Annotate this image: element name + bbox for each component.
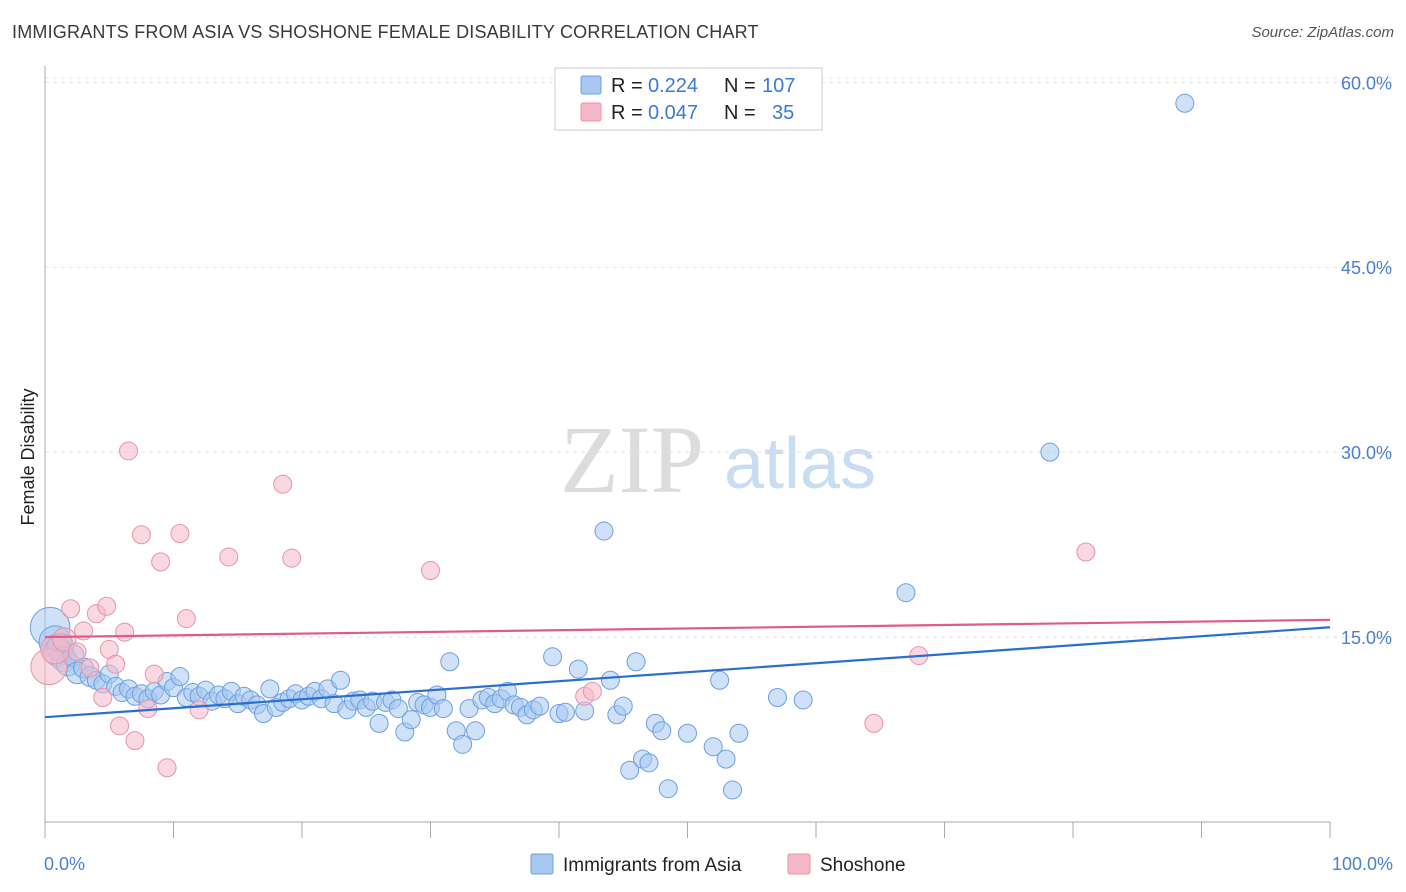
asia-point [465,721,485,741]
legend: R = 0.224 N = 107 R = 0.047 N = 35 [554,67,823,131]
shoshone-point [67,642,87,662]
chart-title: IMMIGRANTS FROM ASIA VS SHOSHONE FEMALE … [12,22,759,42]
legend-r-value-asia: 0.224 [648,75,698,97]
shoshone-point [1076,542,1096,562]
bottom-legend-label-asia: Immigrants from Asia [563,855,742,876]
asia-point [620,760,640,780]
shoshone-point [582,681,602,701]
shoshone-point [125,731,145,751]
shoshone-point [170,524,190,544]
asia-point [260,679,280,699]
bottom-legend-swatch-shoshone [787,853,811,875]
shoshone-point [144,664,164,684]
bottom-legend-label-shoshone: Shoshone [820,855,906,876]
legend-swatch-shoshone [580,102,602,122]
shoshone-point [115,622,135,642]
asia-point [331,670,351,690]
shoshone-points [30,441,1096,778]
y-tick-label: 45.0% [1341,258,1392,278]
legend-r-label-shoshone: R = [611,102,643,124]
asia-point [703,737,723,757]
asia-point [793,690,813,710]
grid-lines [45,77,1392,638]
asia-point [722,780,742,800]
source-label: Source: ZipAtlas.com [1251,24,1394,41]
legend-r-value-shoshone: 0.047 [648,102,698,124]
legend-n-value-asia: 107 [762,75,795,97]
asia-point [543,647,563,667]
asia-point [613,696,633,716]
bottom-legend: Immigrants from Asia Shoshone [530,853,906,876]
asia-point [388,699,408,719]
asia-point [369,713,389,733]
shoshone-point [219,547,239,567]
shoshone-point [421,561,440,581]
asia-point [652,721,672,741]
y-axis-label: Female Disability [18,388,38,525]
asia-point [555,702,575,722]
asia-point [1175,93,1195,113]
y-tick-label: 30.0% [1341,443,1392,463]
asia-point [678,723,697,743]
legend-n-value-shoshone: 35 [772,102,794,124]
asia-point [626,652,646,672]
x-tick-label: 0.0% [44,854,85,874]
legend-swatch-asia [580,75,602,95]
watermark-atlas: atlas [724,424,876,504]
bottom-legend-swatch-asia [530,853,554,875]
asia-point [600,670,620,690]
asia-point [568,659,588,679]
legend-r-label-asia: R = [611,75,643,97]
shoshone-point [151,552,171,572]
y-tick-label: 60.0% [1341,73,1392,93]
legend-n-label-asia: N = [724,75,756,97]
trend-lines [44,618,1331,719]
asia-point [453,734,473,754]
shoshone-point [189,700,209,720]
watermark-zip: ZIP [560,406,704,513]
shoshone-point [864,713,884,733]
asia-point [401,710,421,730]
asia-point [710,670,730,690]
shoshone-point [106,654,126,674]
asia-point [658,779,678,799]
shoshone-trend-line [44,618,1331,639]
asia-point [716,749,736,769]
shoshone-point [157,758,177,778]
asia-point [433,699,453,719]
shoshone-point [61,599,81,619]
shoshone-point [80,658,100,678]
shoshone-point [282,548,302,568]
asia-point [170,667,190,687]
asia-point [1040,442,1060,462]
asia-point [767,687,787,707]
asia-point [639,753,659,773]
legend-n-label-shoshone: N = [724,102,756,124]
shoshone-point [93,687,113,707]
asia-trend-line [44,626,1331,719]
axes [44,66,1331,838]
shoshone-point [97,596,117,616]
shoshone-point [273,474,293,494]
x-tick-labels: 0.0% 100.0% [44,854,1393,874]
x-tick-label: 100.0% [1332,854,1393,874]
shoshone-point [52,627,77,652]
shoshone-point [176,609,196,629]
shoshone-point [131,525,151,545]
asia-point [594,521,614,541]
y-tick-labels: 15.0% 30.0% 45.0% 60.0% [1341,73,1392,648]
shoshone-point [119,441,139,461]
asia-point [440,652,460,672]
y-tick-label: 15.0% [1341,628,1392,648]
asia-point [530,696,550,716]
shoshone-point [110,716,130,736]
asia-point [896,583,916,603]
asia-point [729,723,749,743]
